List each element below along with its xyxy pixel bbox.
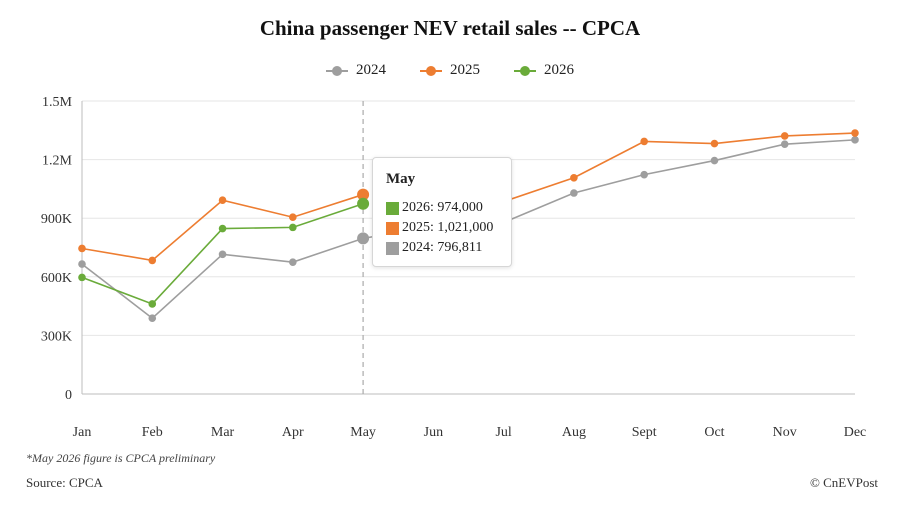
legend-swatch-2025: [420, 65, 442, 76]
x-tick-label: May: [350, 425, 376, 440]
tooltip-swatch-2024: [386, 241, 399, 255]
data-point-2026: [78, 273, 86, 282]
data-point-2024: [289, 258, 297, 266]
data-point-2024: [218, 250, 227, 259]
y-tick-label: 900K: [41, 212, 72, 227]
data-point-2024: [710, 156, 719, 165]
tooltip-title: May: [386, 171, 416, 187]
legend-label-2024: 2024: [356, 62, 386, 78]
data-point-2026: [289, 223, 297, 232]
x-tick-label: Oct: [704, 425, 724, 440]
hover-tooltip: May 2026: 974,000 2025: 1,021,000 2024: …: [372, 157, 512, 267]
y-tick-label: 0: [65, 388, 72, 403]
tooltip-value-2026: 2026: 974,000: [402, 200, 483, 215]
x-tick-label: Mar: [211, 425, 235, 440]
tooltip-value-2025: 2025: 1,021,000: [402, 220, 494, 235]
data-point-2026: [218, 224, 227, 233]
x-tick-label: Aug: [562, 425, 586, 440]
tooltip-swatch-2025: [386, 221, 399, 235]
source-note: Source: CPCA: [26, 475, 103, 490]
tooltip-value-2024: 2024: 796,811: [402, 240, 483, 255]
x-tick-label: Jul: [495, 425, 511, 440]
x-tick-label: Nov: [773, 425, 797, 440]
x-tick-label: Dec: [844, 425, 867, 440]
data-point-2024: [148, 314, 157, 323]
footnote: *May 2026 figure is CPCA preliminary: [26, 451, 216, 465]
data-point-2024: [357, 232, 370, 245]
data-point-2025: [780, 132, 789, 140]
x-tick-label: Apr: [282, 425, 304, 440]
data-point-2025: [78, 244, 86, 253]
series-line-2025: [503, 132, 856, 203]
chart-legend: 2024 2025 2026: [0, 62, 900, 79]
data-point-2024: [570, 189, 578, 197]
y-tick-label: 300K: [41, 329, 72, 344]
legend-swatch-2024: [326, 65, 348, 76]
x-tick-label: Jun: [424, 425, 443, 440]
y-tick-label: 600K: [41, 271, 72, 286]
tooltip-row-2024: 2024: 796,811: [386, 240, 482, 256]
tooltip-row-2025: 2025: 1,021,000: [386, 220, 493, 236]
data-point-2026: [148, 300, 157, 308]
data-point-2025: [289, 213, 297, 222]
data-point-2026: [357, 197, 370, 210]
credit-note: © CnEVPost: [809, 475, 878, 490]
tooltip-swatch-2026: [386, 201, 399, 215]
data-point-2025: [218, 196, 227, 205]
data-point-2024: [640, 170, 648, 179]
data-point-2025: [640, 137, 648, 146]
data-point-2025: [148, 256, 157, 265]
data-point-2025: [357, 188, 370, 201]
data-point-2024: [780, 140, 789, 148]
x-tick-label: Feb: [142, 425, 163, 440]
data-point-2025: [570, 173, 578, 182]
y-tick-label: 1.5M: [42, 95, 73, 110]
x-tick-label: Jan: [73, 425, 92, 440]
legend-item-2025[interactable]: 2025: [420, 62, 480, 79]
legend-item-2024[interactable]: 2024: [326, 62, 386, 79]
chart-title: China passenger NEV retail sales -- CPCA: [259, 16, 641, 40]
y-tick-label: 1.2M: [42, 154, 73, 169]
x-tick-label: Sept: [632, 425, 657, 440]
data-point-2025: [710, 139, 719, 148]
legend-label-2025: 2025: [450, 62, 480, 78]
tooltip-row-2026: 2026: 974,000: [386, 200, 483, 216]
legend-label-2026: 2026: [544, 62, 574, 78]
data-point-2024: [851, 136, 859, 144]
legend-swatch-2026: [514, 65, 536, 76]
legend-item-2026[interactable]: 2026: [514, 62, 574, 79]
data-point-2025: [851, 129, 859, 137]
data-point-2024: [78, 260, 86, 268]
